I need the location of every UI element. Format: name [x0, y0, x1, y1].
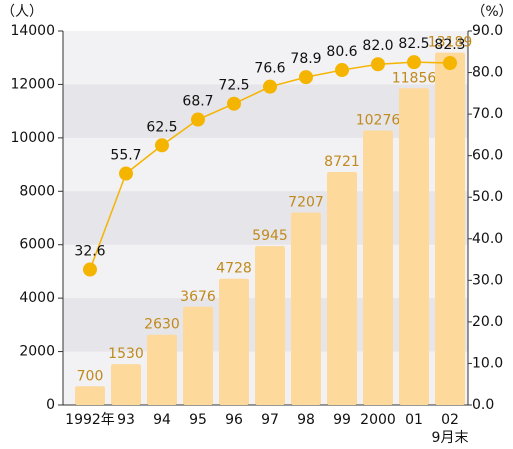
x-tick-label: 96 — [225, 412, 243, 428]
x-tick-label: 02 — [441, 412, 459, 428]
bar — [291, 212, 321, 405]
line-label: 78.9 — [290, 51, 321, 67]
x-tick-label: 99 — [333, 412, 351, 428]
y-tick-label: 12000 — [10, 76, 55, 92]
y2-tick-label: 80.0 — [472, 65, 503, 81]
line-label: 62.5 — [146, 119, 177, 135]
line-marker — [407, 55, 421, 70]
x-tick-label: 01 — [405, 412, 423, 428]
line-marker — [83, 262, 97, 277]
bar — [363, 130, 393, 405]
y-tick-label: 14000 — [10, 23, 55, 39]
line-marker — [119, 166, 133, 181]
bar — [183, 306, 213, 405]
bar-label: 2630 — [144, 317, 180, 333]
bar-label: 11856 — [392, 70, 437, 86]
y2-tick-label: 70.0 — [472, 106, 503, 122]
line-label: 55.7 — [110, 148, 141, 164]
y-tick-label: 10000 — [10, 130, 55, 146]
line-label: 82.0 — [362, 38, 393, 54]
bar — [147, 334, 177, 405]
bar-label: 8721 — [324, 154, 360, 170]
bar-label: 5945 — [252, 228, 288, 244]
y-tick-label: 2000 — [19, 344, 55, 360]
bar — [111, 364, 141, 405]
y2-tick-label: 90.0 — [472, 23, 503, 39]
line-marker — [335, 63, 349, 78]
x-tick-label: 1992年 — [65, 412, 115, 428]
y-tick-label: 6000 — [19, 237, 55, 253]
line-marker — [443, 55, 457, 70]
line-marker — [299, 70, 313, 85]
bar — [255, 246, 285, 405]
y2-tick-label: 10.0 — [472, 355, 503, 371]
x-tick-label: 97 — [261, 412, 279, 428]
line-marker — [371, 57, 385, 72]
y-tick-label: 0 — [46, 397, 55, 413]
line-marker — [155, 138, 169, 153]
y2-tick-label: 0.0 — [472, 397, 494, 413]
left-axis-unit: （人） — [1, 4, 43, 20]
line-label: 72.5 — [218, 78, 249, 94]
bar-label: 1530 — [108, 346, 144, 362]
bar-label: 700 — [77, 368, 104, 384]
line-label: 76.6 — [254, 61, 285, 77]
x-tick-label: 95 — [189, 412, 207, 428]
x-note: 9月末 — [432, 430, 469, 446]
bar-label: 13189 — [428, 35, 473, 51]
line-label: 82.5 — [398, 36, 429, 52]
bar-label: 4728 — [216, 261, 252, 277]
line-marker — [263, 79, 277, 94]
bar — [75, 386, 105, 405]
x-tick-label: 94 — [153, 412, 171, 428]
x-tick-label: 98 — [297, 412, 315, 428]
y2-tick-label: 60.0 — [472, 148, 503, 164]
y-tick-label: 4000 — [19, 290, 55, 306]
bar-label: 7207 — [288, 194, 324, 210]
bar — [435, 52, 465, 406]
x-tick-label: 93 — [117, 412, 135, 428]
line-label: 68.7 — [182, 94, 213, 110]
y2-tick-label: 30.0 — [472, 272, 503, 288]
line-marker — [227, 96, 241, 111]
bar — [327, 172, 357, 405]
y2-tick-label: 20.0 — [472, 314, 503, 330]
y-tick-label: 8000 — [19, 183, 55, 199]
bar — [219, 278, 249, 405]
right-axis-unit: （%） — [471, 4, 512, 20]
bar — [399, 88, 429, 406]
line-marker — [191, 112, 205, 127]
x-tick-label: 2000 — [360, 412, 396, 428]
line-label: 80.6 — [326, 44, 357, 60]
y2-tick-label: 50.0 — [472, 189, 503, 205]
line-label: 82.3 — [434, 37, 465, 53]
bar-label: 10276 — [356, 112, 401, 128]
bar-label: 3676 — [180, 289, 216, 305]
y2-tick-label: 40.0 — [472, 231, 503, 247]
line-label: 32.6 — [74, 244, 105, 260]
